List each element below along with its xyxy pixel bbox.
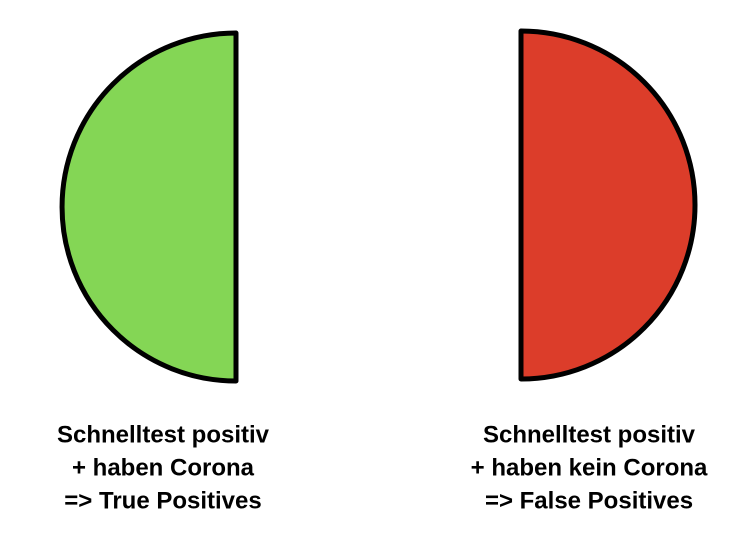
green-half-circle (59, 30, 239, 384)
label-line: Schnelltest positiv (57, 421, 270, 448)
label-line: Schnelltest positiv (483, 421, 696, 448)
red-half-circle (518, 28, 698, 382)
label-line: + haben Corona (72, 454, 255, 481)
label-line: => False Positives (485, 487, 693, 514)
label-line: + haben kein Corona (471, 454, 708, 481)
label-line: => True Positives (64, 487, 261, 514)
